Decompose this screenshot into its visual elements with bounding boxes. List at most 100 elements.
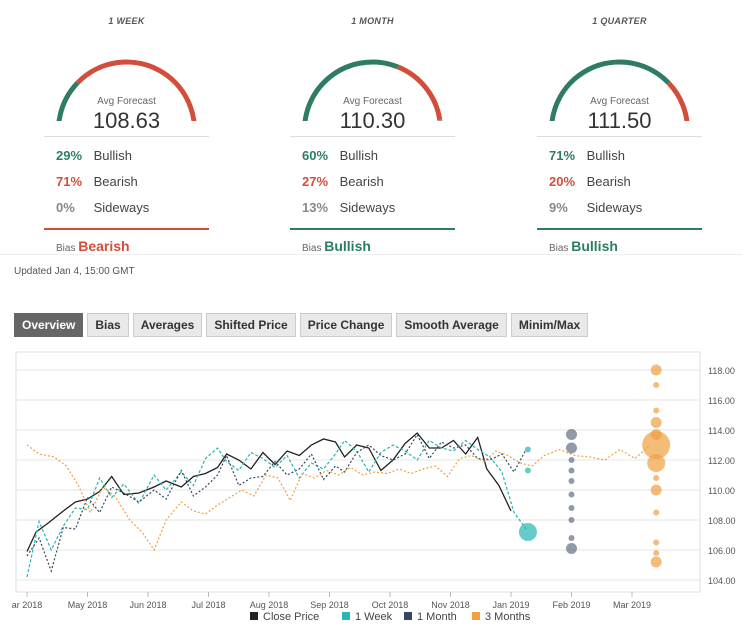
avg-forecast-value: 110.30 (339, 108, 406, 133)
forecast-point (568, 505, 575, 511)
sentiment-label: Sideways (339, 200, 396, 215)
chart-tabs: Overview Bias Averages Shifted Price Price C… (14, 313, 589, 337)
forecast-point (653, 550, 660, 556)
sentiment-row: 13% Sideways (290, 195, 455, 221)
legend-label: 3 Months (485, 611, 531, 623)
tab-smooth-average[interactable]: Smooth Average (396, 313, 507, 337)
x-tick-label: Mar 2019 (613, 600, 651, 610)
legend-label: Close Price (263, 611, 319, 623)
sentiment-stats: 60% Bullish 27% Bearish 13% Sideways Bia… (290, 136, 455, 254)
forecast-point (524, 446, 531, 453)
forecast-point (568, 478, 575, 484)
forecast-panel-3: 1 QUARTER Avg Forecast 111.50 71% Bullis… (537, 0, 702, 254)
sentiment-label: Bullish (339, 148, 378, 163)
tab-shifted-price[interactable]: Shifted Price (206, 313, 296, 337)
bias-section: Bias Bullish (537, 228, 702, 254)
tab-averages[interactable]: Averages (132, 313, 203, 337)
sentiment-label: Bullish (93, 148, 132, 163)
forecast-chart: 104.00 106.00 108.00 110.00 112.00 114.00 116.… (0, 340, 749, 636)
forecast-point (653, 509, 660, 516)
forecast-point (524, 467, 531, 474)
y-tick-label: 106.00 (708, 546, 736, 556)
gauge-bearish-arc (396, 64, 443, 121)
forecast-point (518, 523, 537, 541)
series-line-3-months (26, 444, 651, 552)
sentiment-pct: 60% (302, 148, 329, 163)
x-tick-label: Sep 2018 (310, 600, 349, 610)
sentiment-pct: 0% (56, 200, 75, 215)
forecast-gauge: Avg Forecast 111.50 (537, 26, 702, 133)
forecast-point (647, 454, 666, 472)
sentiment-pct: 13% (302, 200, 329, 215)
gauge-bearish-arc (666, 81, 690, 121)
avg-forecast-value: 111.50 (587, 108, 652, 133)
forecast-gauge: Avg Forecast 108.63 (44, 26, 209, 133)
legend-label: 1 Month (417, 611, 457, 623)
bias-section: Bias Bullish (290, 228, 455, 254)
sentiment-pct: 27% (302, 174, 329, 189)
x-tick-label: Feb 2019 (552, 600, 590, 610)
forecast-point (568, 517, 575, 523)
sentiment-pct: 20% (549, 174, 576, 189)
forecast-point (650, 364, 662, 376)
y-tick-label: 112.00 (708, 456, 735, 466)
sentiment-row: 0% Sideways (44, 195, 209, 221)
forecast-panel-2: 1 MONTH Avg Forecast 110.30 60% Bullish … (290, 0, 455, 254)
bias-value: Bearish (78, 238, 130, 254)
sentiment-row: 27% Bearish (290, 169, 455, 195)
sentiment-label: Bullish (586, 148, 625, 163)
forecast-point (650, 484, 662, 496)
panel-title: 1 MONTH (351, 16, 394, 26)
x-tick-label: May 2018 (68, 600, 108, 610)
sentiment-label: Sideways (93, 200, 150, 215)
sentiment-row: 29% Bullish (44, 143, 209, 169)
legend-swatch (404, 612, 412, 620)
forecast-point (568, 457, 575, 463)
forecast-point (568, 491, 575, 498)
tab-overview[interactable]: Overview (14, 313, 84, 337)
y-tick-label: 110.00 (708, 486, 735, 496)
series-line-close-price (26, 432, 512, 552)
y-tick-label: 104.00 (708, 576, 736, 586)
sentiment-pct: 71% (56, 174, 83, 189)
y-tick-label: 116.00 (708, 396, 735, 406)
tab-price-change[interactable]: Price Change (299, 313, 393, 337)
sentiment-stats: 29% Bullish 71% Bearish 0% Sideways Bias… (44, 136, 209, 254)
legend-swatch (342, 612, 350, 620)
avg-forecast-label: Avg Forecast (590, 96, 649, 107)
sentiment-pct: 9% (549, 200, 568, 215)
sentiment-pct: 71% (549, 148, 576, 163)
sentiment-pct: 29% (56, 148, 83, 163)
legend-swatch (250, 612, 258, 620)
bias-label: Bias (302, 243, 322, 254)
bias-value: Bullish (571, 238, 618, 254)
avg-forecast-label: Avg Forecast (97, 96, 156, 107)
forecast-point (653, 539, 660, 546)
forecast-point (653, 382, 660, 388)
forecast-panel-1: 1 WEEK Avg Forecast 108.63 29% Bullish 7… (44, 0, 209, 254)
forecast-point (568, 535, 575, 541)
updated-timestamp: Updated Jan 4, 15:00 GMT (14, 266, 135, 277)
forecast-point (642, 431, 671, 459)
bias-label: Bias (56, 243, 76, 254)
bias-value: Bullish (324, 238, 371, 254)
avg-forecast-label: Avg Forecast (343, 96, 402, 107)
series-line-1-week (26, 439, 527, 578)
section-divider (0, 254, 742, 255)
sentiment-row: 20% Bearish (537, 169, 702, 195)
tab-minim-max[interactable]: Minim/Max (510, 313, 589, 337)
gauge-sideways-arc (437, 119, 443, 121)
bias-section: Bias Bearish (44, 228, 209, 254)
sentiment-row: 71% Bearish (44, 169, 209, 195)
forecast-point (653, 407, 660, 414)
sentiment-label: Bearish (339, 174, 384, 189)
sentiment-label: Sideways (586, 200, 643, 215)
tab-bias[interactable]: Bias (87, 313, 129, 337)
forecast-point (650, 417, 662, 428)
forecast-point (650, 556, 662, 568)
sentiment-label: Bearish (586, 174, 631, 189)
panel-title: 1 QUARTER (592, 16, 647, 26)
gauge-bullish-arc (56, 81, 80, 121)
gauge-bullish-arc (302, 59, 399, 121)
forecast-gauge: Avg Forecast 110.30 (290, 26, 455, 133)
